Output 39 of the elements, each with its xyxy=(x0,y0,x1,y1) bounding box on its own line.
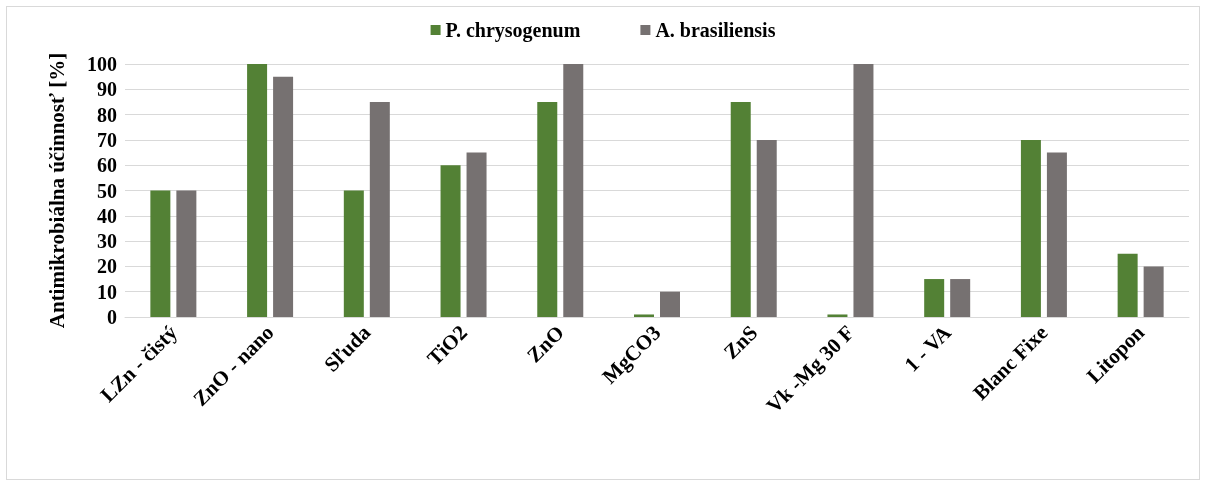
y-tick-label: 60 xyxy=(97,154,117,177)
bar xyxy=(537,101,558,317)
x-tick-label: ZnS xyxy=(718,320,763,364)
bar xyxy=(343,190,364,317)
y-tick-label: 20 xyxy=(97,255,117,278)
y-tick-label: 50 xyxy=(97,179,117,202)
bar xyxy=(827,314,848,317)
bar xyxy=(756,139,777,317)
y-tick-label: 70 xyxy=(97,128,117,151)
bar xyxy=(660,291,680,317)
bar xyxy=(563,64,584,317)
bar xyxy=(634,314,654,317)
x-tick-label: Vk -Mg 30 F xyxy=(761,320,859,418)
bar xyxy=(176,190,197,317)
bar xyxy=(247,64,268,317)
bar xyxy=(924,279,945,317)
y-tick-label: 90 xyxy=(97,78,117,101)
bar xyxy=(1020,139,1041,317)
y-tick-label: 40 xyxy=(97,204,117,227)
bar xyxy=(1143,266,1164,317)
y-axis-title: Antimikrobiálna účinnosť [%] xyxy=(44,52,69,329)
legend-label: P. chrysogenum xyxy=(445,19,581,42)
y-tick-label: 0 xyxy=(107,306,117,328)
bar xyxy=(150,190,171,317)
x-tick-label: 1 - VA xyxy=(899,320,956,377)
bar xyxy=(369,101,390,317)
bar xyxy=(950,279,971,317)
legend-label: A. brasiliensis xyxy=(655,19,776,41)
bar xyxy=(1046,152,1067,317)
bar xyxy=(730,101,751,317)
bar xyxy=(440,165,461,317)
y-tick-label: 30 xyxy=(97,230,117,253)
bar xyxy=(853,64,874,317)
bar xyxy=(466,152,487,317)
bar xyxy=(273,76,294,317)
y-tick-label: 100 xyxy=(87,53,117,75)
bar xyxy=(1117,253,1138,317)
y-tick-label: 80 xyxy=(97,103,117,126)
y-tick-label: 10 xyxy=(97,280,117,303)
